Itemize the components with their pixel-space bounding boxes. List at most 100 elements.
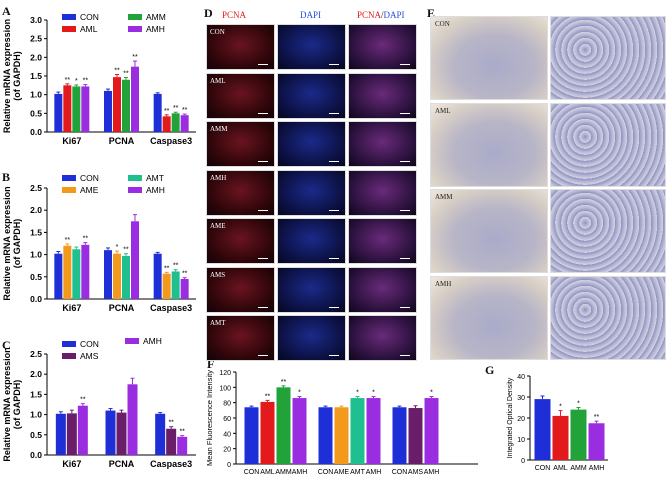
significance-mark: ** (182, 271, 188, 278)
legend-swatch-amh (128, 187, 142, 193)
y-tick-label: 30 (517, 395, 525, 402)
legend-swatch-amm (128, 14, 142, 20)
legend-label: AMS (80, 351, 99, 361)
bar-ame (63, 245, 72, 299)
y-axis-label: (of GAPDH) (12, 380, 22, 430)
significance-mark: * (116, 244, 119, 251)
bar-con (153, 93, 162, 132)
y-axis-label: Mean Fluorescence Intensity (205, 370, 214, 466)
significance-mark: ** (80, 397, 86, 404)
if-row-label: AME (210, 222, 226, 230)
if-image-amh-dapi (277, 169, 346, 216)
significance-mark: ** (182, 107, 188, 114)
significance-mark: * (577, 401, 580, 408)
if-image-con-pcna: CON (206, 24, 275, 70)
bar-amh (77, 405, 88, 455)
ihc-image-amh-overview: AMH (430, 275, 548, 360)
significance-mark: ** (179, 429, 185, 436)
scale-bar (329, 112, 339, 114)
if-image-con-merge (348, 24, 417, 70)
header-dapi: DAPI (300, 10, 322, 20)
bar-amt (72, 249, 81, 299)
y-tick-label: 120 (219, 370, 231, 377)
legend-swatch-con (62, 14, 76, 20)
if-image-amt-dapi (277, 315, 346, 361)
ihc-image-con-zoom (550, 16, 666, 100)
significance-mark: * (559, 404, 562, 411)
x-tick-label: Ki67 (62, 136, 81, 146)
y-tick-label: 0 (521, 458, 525, 465)
if-image-ame-dapi (277, 218, 346, 264)
bar-ams (66, 413, 77, 455)
y-tick-label: 0.0 (30, 450, 42, 460)
if-image-aml-merge (348, 72, 417, 119)
y-tick-label: 2.0 (30, 369, 42, 379)
y-tick-label: 0.5 (30, 272, 42, 282)
bar-amh (81, 244, 90, 299)
scale-bar (400, 64, 410, 65)
y-tick-label: 3.0 (30, 15, 42, 25)
bar-amm (122, 79, 130, 132)
ihc-row-label: AMH (435, 279, 452, 288)
ihc-image-aml-zoom (550, 102, 666, 187)
ihc-row-label: AMM (435, 193, 453, 201)
chart-b-mrna: 0.0 0.5 1.0 1.5 2.0 2.5 Relative mRNA expressi… (2, 173, 196, 313)
ihc-image-con-overview: CON (430, 16, 548, 100)
scale-bar (258, 355, 268, 356)
x-tick-label: PCNA (109, 303, 135, 313)
significance-mark: ** (114, 68, 120, 75)
if-row-label: AMT (210, 319, 226, 327)
y-tick-label: 0.0 (30, 127, 42, 137)
bar-con (54, 253, 63, 299)
x-tick-label: CON (244, 469, 260, 476)
bar-amt (171, 271, 180, 299)
header-merge-pcna: PCNA (357, 10, 382, 20)
legend-swatch-aml (62, 26, 76, 32)
x-tick-label: AMM (275, 469, 292, 476)
bar-con (318, 407, 333, 464)
y-tick-label: 2.0 (30, 205, 42, 215)
bar-amt (350, 398, 365, 464)
y-axis-label: (of GAPDH) (12, 219, 22, 269)
x-tick-label: PCNA (109, 136, 135, 146)
scale-bar (258, 258, 268, 259)
bar-con (155, 413, 166, 455)
significance-mark: ** (132, 54, 138, 61)
y-tick-label: 20 (517, 416, 525, 423)
x-tick-label: CON (392, 469, 408, 476)
significance-mark: ** (281, 379, 287, 386)
significance-mark: ** (123, 70, 129, 77)
ihc-row-label: AML (435, 106, 451, 115)
header-merge-separator: / (381, 10, 384, 20)
scale-bar (258, 209, 268, 211)
legend-label: AMH (146, 185, 165, 195)
y-axis-label: Relative mRNA expression (2, 186, 12, 300)
x-tick-label: Ki67 (62, 459, 81, 469)
significance-mark: ** (65, 237, 71, 244)
if-image-amm-pcna: AMM (206, 121, 275, 167)
bar-amh (81, 86, 90, 132)
if-image-ame-merge (348, 218, 417, 264)
bar-con (105, 410, 116, 455)
significance-mark: ** (83, 78, 89, 85)
scale-bar (329, 161, 339, 162)
if-row-label: AML (210, 76, 226, 85)
y-tick-label: 100 (219, 385, 231, 392)
bar-amm (276, 387, 291, 464)
bar-ame (334, 407, 349, 464)
panel-letter-f: F (207, 357, 215, 371)
if-image-ame-pcna: AME (206, 218, 275, 264)
y-tick-label: 2.5 (30, 34, 42, 44)
x-tick-label: AMM (570, 465, 587, 472)
y-tick-label: 1.0 (30, 90, 42, 100)
legend-label: CON (80, 339, 99, 349)
x-tick-label: AMH (366, 469, 382, 476)
x-tick-label: AMS (408, 469, 424, 476)
panel-letter-g: G (485, 363, 495, 377)
bar-amm (570, 409, 587, 460)
significance-mark: ** (265, 393, 271, 400)
significance-mark: ** (65, 77, 71, 84)
bar-aml (552, 415, 569, 460)
bar-aml (63, 85, 72, 132)
